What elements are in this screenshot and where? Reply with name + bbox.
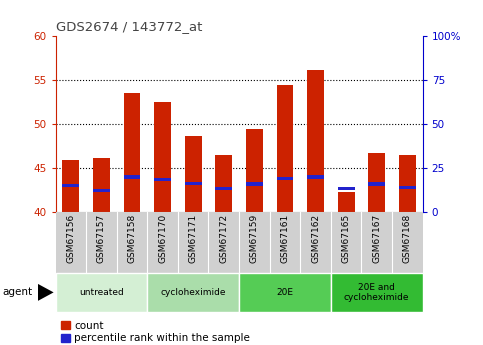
Bar [154, 178, 171, 181]
Text: GSM67156: GSM67156 [66, 214, 75, 263]
Text: GSM67170: GSM67170 [158, 214, 167, 263]
Bar [338, 192, 355, 212]
Polygon shape [38, 284, 54, 301]
FancyBboxPatch shape [147, 273, 239, 312]
Bar [62, 184, 79, 187]
Bar [369, 153, 385, 212]
Bar [62, 160, 79, 212]
Bar [338, 187, 355, 190]
Text: GSM67158: GSM67158 [128, 214, 137, 263]
Bar [399, 186, 416, 189]
Bar [154, 102, 171, 212]
FancyBboxPatch shape [239, 273, 331, 312]
Bar [277, 177, 293, 180]
Text: GSM67167: GSM67167 [372, 214, 381, 263]
Text: GSM67171: GSM67171 [189, 214, 198, 263]
Text: GSM67165: GSM67165 [341, 214, 351, 263]
FancyBboxPatch shape [331, 273, 423, 312]
Bar [307, 70, 324, 212]
Bar [124, 93, 141, 212]
Text: agent: agent [2, 287, 32, 297]
Bar [93, 158, 110, 212]
Text: GSM67161: GSM67161 [281, 214, 289, 263]
Bar [369, 183, 385, 186]
Bar [215, 187, 232, 190]
Text: GSM67172: GSM67172 [219, 214, 228, 263]
Bar [93, 189, 110, 192]
Text: cycloheximide: cycloheximide [160, 288, 226, 297]
Text: GSM67162: GSM67162 [311, 214, 320, 263]
Legend: count, percentile rank within the sample: count, percentile rank within the sample [61, 321, 250, 344]
Text: GDS2674 / 143772_at: GDS2674 / 143772_at [56, 20, 202, 33]
Text: 20E and
cycloheximide: 20E and cycloheximide [344, 283, 410, 302]
Text: GSM67157: GSM67157 [97, 214, 106, 263]
Text: 20E: 20E [276, 288, 294, 297]
Bar [185, 181, 201, 185]
Bar [246, 183, 263, 186]
FancyBboxPatch shape [56, 273, 147, 312]
Bar [124, 176, 141, 178]
Text: GSM67159: GSM67159 [250, 214, 259, 263]
Bar [185, 136, 201, 212]
Bar [215, 155, 232, 212]
Bar [307, 176, 324, 178]
Text: untreated: untreated [79, 288, 124, 297]
Bar [399, 155, 416, 212]
Text: GSM67168: GSM67168 [403, 214, 412, 263]
Bar [277, 86, 293, 212]
Bar [246, 129, 263, 212]
